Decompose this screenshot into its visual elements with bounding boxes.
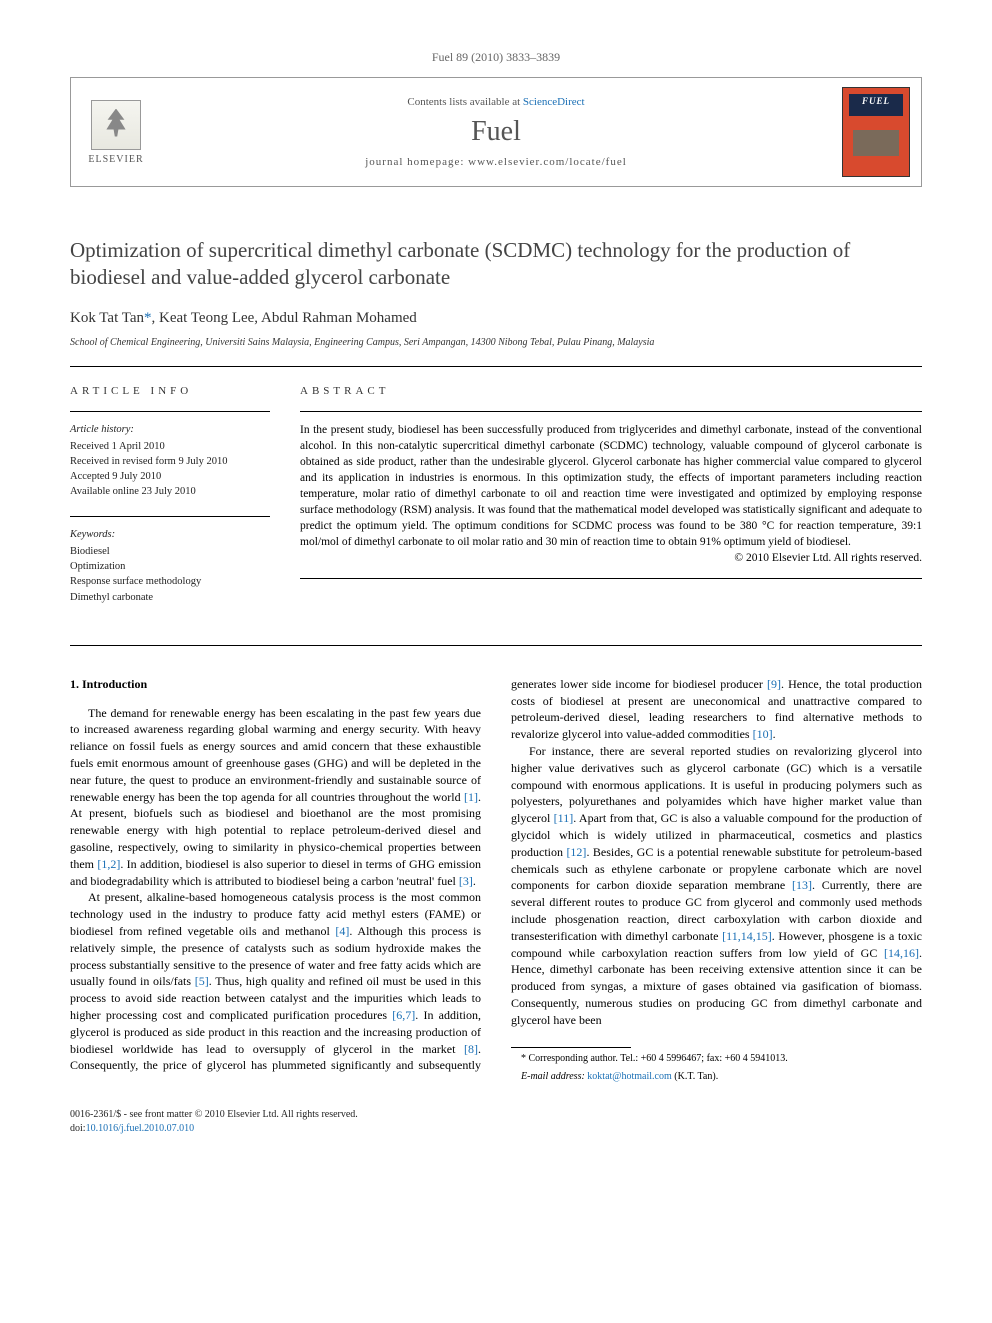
accepted-date: Accepted 9 July 2010	[70, 469, 270, 484]
page-footer: 0016-2361/$ - see front matter © 2010 El…	[70, 1108, 922, 1136]
sd-prefix: Contents lists available at	[407, 96, 522, 108]
body-text: .	[473, 874, 476, 888]
citation-link[interactable]: [1,2]	[97, 857, 120, 871]
authors: Kok Tat Tan*, Keat Teong Lee, Abdul Rahm…	[70, 310, 922, 327]
body-paragraph: The demand for renewable energy has been…	[70, 705, 481, 890]
footnote-separator	[511, 1047, 631, 1048]
body-text: .	[773, 727, 776, 741]
corresponding-author-mark[interactable]: *	[144, 310, 152, 326]
abstract-heading: abstract	[300, 385, 922, 397]
divider	[300, 578, 922, 579]
sciencedirect-line: Contents lists available at ScienceDirec…	[407, 96, 584, 108]
journal-cover-label: FUEL	[843, 96, 909, 106]
journal-header: ELSEVIER Contents lists available at Sci…	[70, 77, 922, 187]
citation-link[interactable]: [5]	[195, 974, 209, 988]
keyword: Optimization	[70, 559, 270, 574]
section-divider	[70, 645, 922, 646]
affiliation: School of Chemical Engineering, Universi…	[70, 337, 922, 348]
abstract-column: abstract In the present study, biodiesel…	[300, 385, 922, 621]
citation-link[interactable]: [13]	[792, 878, 812, 892]
email-suffix: (K.T. Tan).	[672, 1071, 718, 1082]
journal-homepage: journal homepage: www.elsevier.com/locat…	[365, 156, 627, 168]
history-label: Article history:	[70, 422, 270, 437]
doi-link[interactable]: 10.1016/j.fuel.2010.07.010	[86, 1123, 195, 1134]
body-text: . In addition,	[415, 1008, 481, 1022]
keyword: Biodiesel	[70, 544, 270, 559]
body-columns: 1. Introduction The demand for renewable…	[70, 676, 922, 1084]
email-footnote: E-mail address: koktat@hotmail.com (K.T.…	[511, 1070, 922, 1084]
citation-link[interactable]: [11]	[554, 811, 574, 825]
article-title: Optimization of supercritical dimethyl c…	[70, 237, 922, 292]
keyword: Response surface methodology	[70, 574, 270, 589]
article-info-heading: article info	[70, 385, 270, 397]
elsevier-tree-icon	[91, 100, 141, 150]
journal-title: Fuel	[471, 116, 521, 148]
citation-link[interactable]: [1]	[464, 790, 478, 804]
abstract-text: In the present study, biodiesel has been…	[300, 422, 922, 551]
article-info-column: article info Article history: Received 1…	[70, 385, 270, 621]
divider	[300, 411, 922, 412]
keywords-label: Keywords:	[70, 527, 270, 542]
sciencedirect-link[interactable]: ScienceDirect	[523, 96, 585, 108]
author-1: Kok Tat Tan	[70, 310, 144, 326]
citation-link[interactable]: [8]	[464, 1042, 478, 1056]
citation-link[interactable]: [9]	[767, 677, 781, 691]
divider	[70, 411, 270, 412]
body-text: glycerol is produced as side product in …	[70, 1025, 481, 1056]
email-label: E-mail address:	[521, 1071, 585, 1082]
publisher-logo-block: ELSEVIER	[71, 78, 161, 186]
publisher-name: ELSEVIER	[88, 154, 143, 165]
corresponding-author-footnote: * Corresponding author. Tel.: +60 4 5996…	[511, 1052, 922, 1066]
header-center: Contents lists available at ScienceDirec…	[161, 78, 831, 186]
body-paragraph: For instance, there are several reported…	[511, 743, 922, 1029]
journal-cover-icon: FUEL	[842, 87, 910, 177]
citation-link[interactable]: [11,14,15]	[722, 929, 772, 943]
citation-link[interactable]: [10]	[753, 727, 773, 741]
keyword: Dimethyl carbonate	[70, 590, 270, 605]
citation-link[interactable]: [14,16]	[884, 946, 919, 960]
citation-link[interactable]: [4]	[335, 924, 349, 938]
citation-link[interactable]: [12]	[566, 845, 586, 859]
section-1-title: 1. Introduction	[70, 676, 481, 693]
body-text: . In addition, biodiesel is also superio…	[70, 857, 481, 888]
doi-label: doi:	[70, 1123, 86, 1134]
issn-line: 0016-2361/$ - see front matter © 2010 El…	[70, 1108, 922, 1122]
journal-reference: Fuel 89 (2010) 3833–3839	[70, 50, 922, 65]
revised-date: Received in revised form 9 July 2010	[70, 454, 270, 469]
online-date: Available online 23 July 2010	[70, 484, 270, 499]
divider	[70, 516, 270, 517]
abstract-copyright: © 2010 Elsevier Ltd. All rights reserved…	[300, 552, 922, 564]
email-link[interactable]: koktat@hotmail.com	[587, 1071, 671, 1082]
journal-cover-block: FUEL	[831, 78, 921, 186]
authors-rest: , Keat Teong Lee, Abdul Rahman Mohamed	[152, 310, 417, 326]
citation-link[interactable]: [6,7]	[392, 1008, 415, 1022]
footnote-block: * Corresponding author. Tel.: +60 4 5996…	[511, 1047, 922, 1084]
body-text: The demand for renewable energy has been…	[70, 706, 481, 804]
citation-link[interactable]: [3]	[459, 874, 473, 888]
received-date: Received 1 April 2010	[70, 439, 270, 454]
